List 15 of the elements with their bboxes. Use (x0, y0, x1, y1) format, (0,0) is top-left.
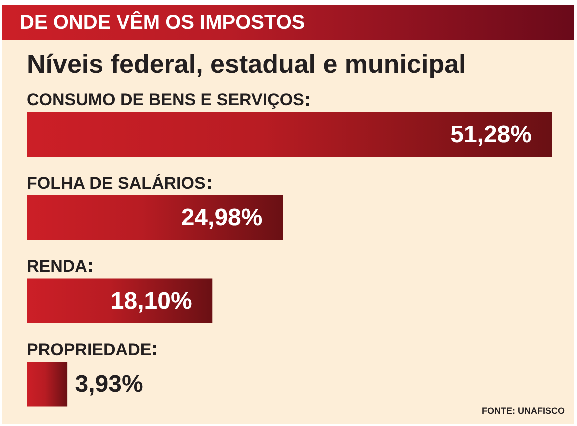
bar (27, 362, 68, 407)
y-tick-label: CONSUMO DE BENS E SERVIÇOS (27, 90, 304, 110)
y-tick-label: PROPRIEDADE (27, 340, 152, 360)
y-tick-label: RENDA (27, 257, 88, 276)
bar (27, 278, 213, 324)
data-label: 51,28% (450, 121, 532, 148)
chart-title: DE ONDE VÊM OS IMPOSTOS (20, 12, 306, 34)
chart-subtitle: Níveis federal, estadual e municipal (27, 49, 466, 79)
bar (27, 196, 284, 240)
y-tick-label: FOLHA DE SALÁRIOS (27, 172, 206, 193)
data-label: 24,98% (181, 204, 263, 232)
data-label: 3,93% (75, 371, 144, 398)
data-label: 18,10% (110, 288, 192, 315)
source-note: FONTE: UNAFISCO (482, 406, 565, 417)
bar (27, 112, 552, 157)
